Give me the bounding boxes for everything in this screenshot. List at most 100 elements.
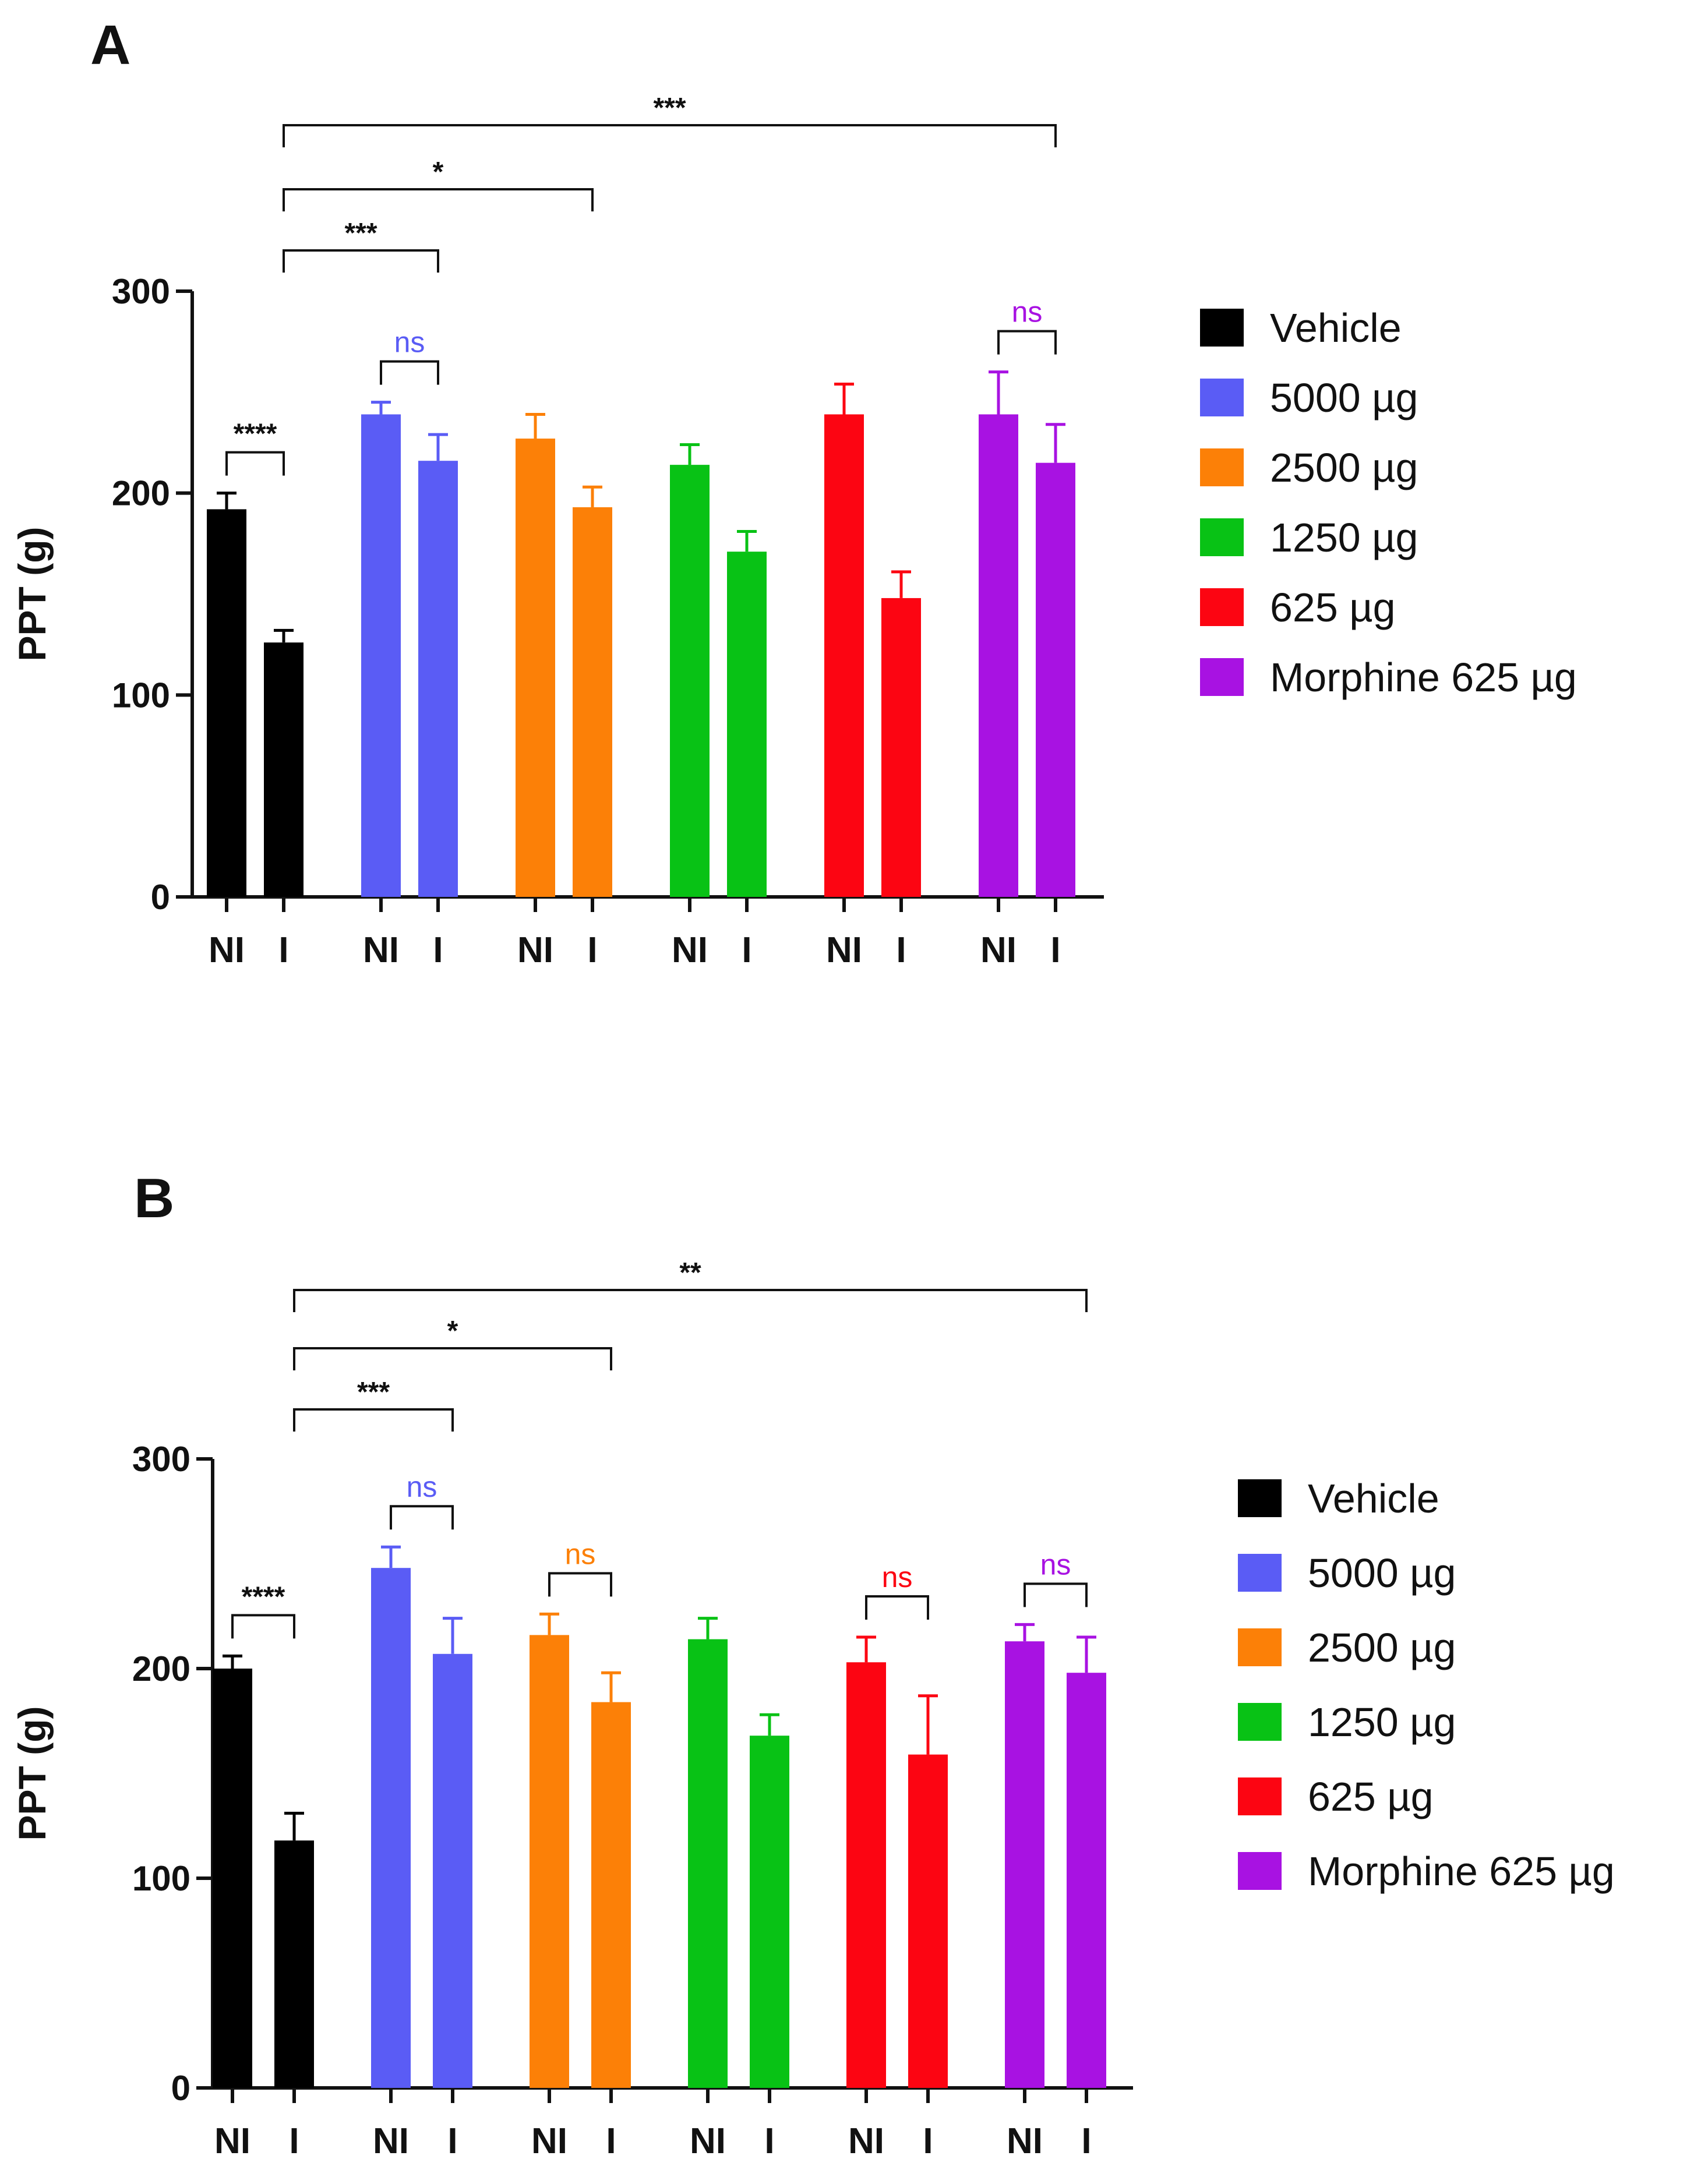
comparison-label: ** [679,1257,701,1288]
legend-swatch [1238,1852,1282,1890]
y-tick-label: 100 [132,1859,190,1898]
bar [881,598,921,897]
comparison-bracket [283,188,594,211]
y-axis-label: PPT (g) [10,1706,54,1841]
y-tick-label: 200 [132,1649,190,1688]
legend-swatch [1200,518,1244,556]
legend: Vehicle 5000 µg 2500 µg 1250 µg 625 µg Morphi… [1238,1476,1615,1894]
bar [361,414,401,897]
significance-label: ns [1040,1548,1071,1581]
comparison-label: *** [344,218,377,249]
panel-letter: A [90,14,130,76]
legend-label: 2500 µg [1270,445,1418,490]
bar [1067,1673,1106,2088]
bar [591,1702,631,2088]
x-tick-label: NI [672,930,708,970]
x-tick-label: I [433,930,443,970]
x-tick-label: NI [848,2121,884,2161]
x-tick-label: NI [363,930,399,970]
x-tick-label: I [1081,2121,1091,2161]
bar [727,552,767,897]
comparison-label: * [433,157,444,188]
legend-swatch [1238,1554,1282,1592]
x-tick-label: NI [690,2121,726,2161]
legend-label: 625 µg [1270,585,1396,630]
y-tick-label: 0 [151,878,170,917]
x-tick-label: NI [209,930,245,970]
significance-bracket [390,1505,454,1530]
legend-label: 5000 µg [1308,1550,1456,1596]
legend-swatch [1238,1479,1282,1517]
bar [573,507,612,897]
bar [688,1639,728,2088]
comparison-label: * [447,1316,458,1347]
bar [207,509,246,897]
legend-swatch [1200,658,1244,696]
bar [979,414,1018,897]
comparison-bracket [293,1408,454,1432]
significance-bracket [380,360,439,385]
bar [908,1754,948,2088]
bar [371,1568,411,2088]
bar [213,1669,252,2088]
x-tick-label: I [923,2121,933,2161]
panel-letter: B [134,1167,174,1229]
y-tick-label: 300 [132,1440,190,1479]
legend-label: 625 µg [1308,1774,1434,1819]
x-tick-label: NI [826,930,862,970]
x-tick-label: NI [517,930,553,970]
y-tick-label: 300 [112,272,170,311]
x-tick-label: NI [531,2121,567,2161]
bar [824,414,864,897]
significance-bracket [865,1595,929,1620]
legend-label: 2500 µg [1308,1625,1456,1670]
bar [516,439,555,897]
significance-label: ns [882,1561,913,1593]
legend-label: 1250 µg [1308,1699,1456,1745]
legend-swatch [1200,379,1244,416]
bar [1005,1641,1044,2088]
x-tick-label: NI [373,2121,409,2161]
x-tick-label: I [1050,930,1060,970]
bar [433,1653,472,2088]
bar [1036,462,1075,897]
legend-swatch [1200,309,1244,347]
x-tick-label: I [896,930,906,970]
bar [846,1662,886,2088]
legend-swatch [1238,1777,1282,1815]
legend-swatch [1238,1703,1282,1741]
x-tick-label: I [606,2121,616,2161]
significance-bracket [225,451,285,476]
x-tick-label: I [289,2121,299,2161]
significance-label: ns [394,326,425,359]
y-tick-label: 200 [112,474,170,513]
x-tick-label: I [447,2121,457,2161]
legend-label: Vehicle [1308,1476,1439,1521]
bar [274,1840,314,2088]
y-axis-label: PPT (g) [10,527,54,662]
x-tick-label: NI [214,2121,250,2161]
y-tick-label: 100 [112,676,170,715]
bar [530,1635,569,2088]
legend-swatch [1200,448,1244,486]
legend-label: Morphine 625 µg [1308,1849,1615,1894]
significance-label: **** [234,419,277,450]
significance-bracket [997,330,1057,355]
y-tick-label: 0 [171,2069,190,2108]
bar [264,642,304,897]
x-tick-label: I [278,930,288,970]
comparison-bracket [293,1289,1088,1312]
x-tick-label: I [587,930,597,970]
comparison-bracket [283,124,1057,147]
bar [670,465,710,897]
significance-bracket [1024,1582,1088,1607]
significance-label: ns [407,1471,437,1503]
comparison-label: *** [357,1377,390,1408]
comparison-label: *** [653,93,686,123]
legend-label: 1250 µg [1270,515,1418,560]
legend-label: Vehicle [1270,305,1402,351]
comparison-bracket [293,1347,612,1370]
significance-label: **** [242,1581,285,1612]
legend: Vehicle 5000 µg 2500 µg 1250 µg 625 µg Morphi… [1200,305,1577,700]
significance-bracket [231,1614,295,1639]
